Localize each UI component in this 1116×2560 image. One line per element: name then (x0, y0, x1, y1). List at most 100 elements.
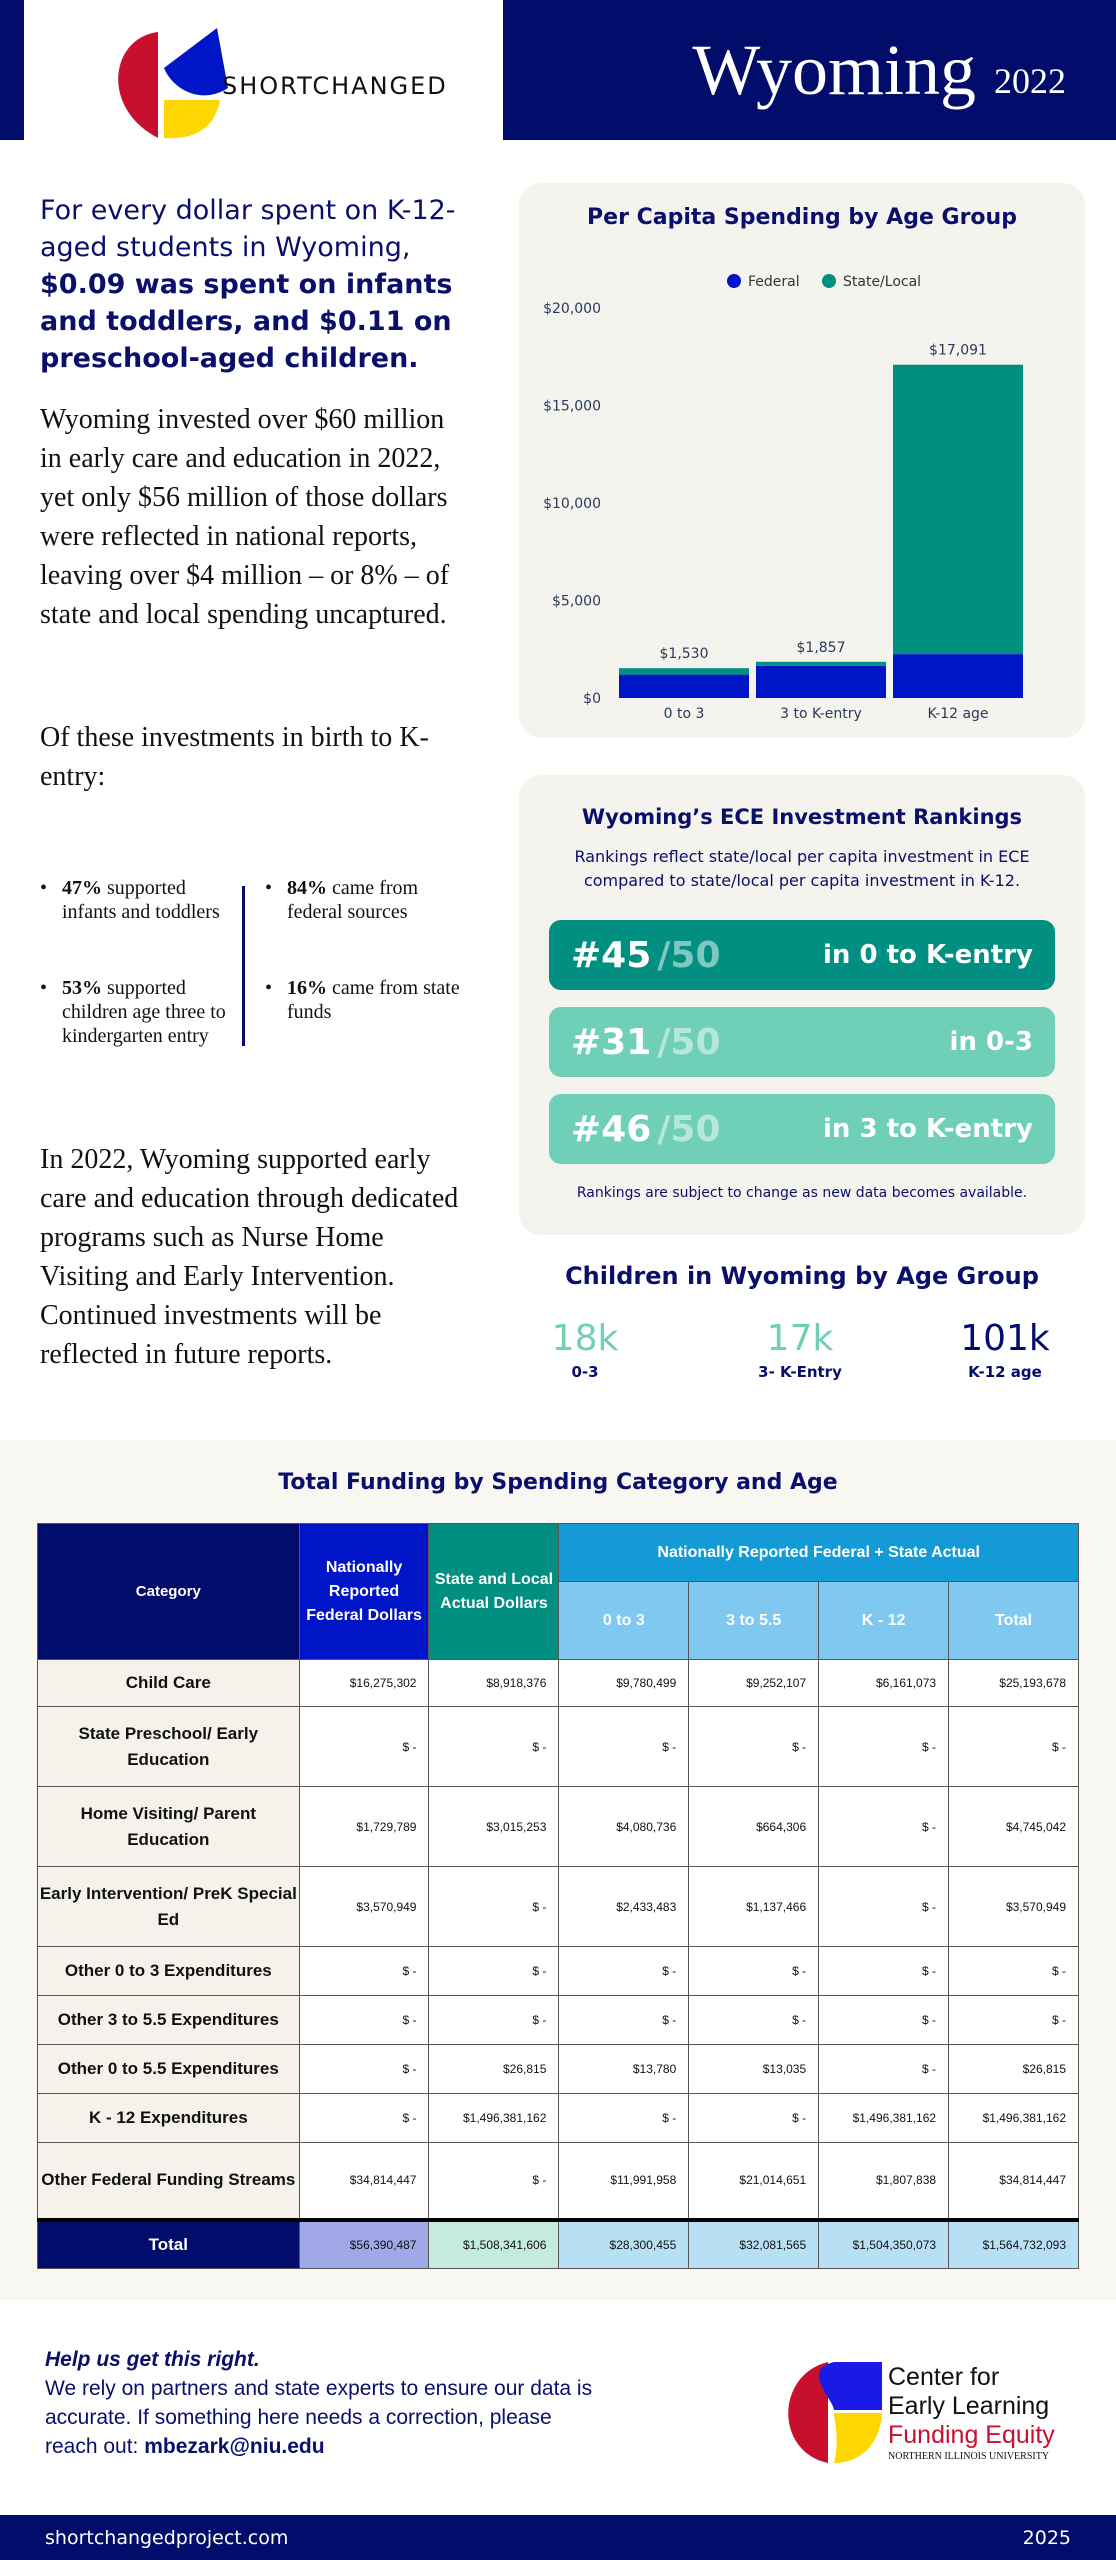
x-tick-label: K-12 age (927, 706, 988, 722)
row-category: Early Intervention/ PreK Special Ed (37, 1866, 300, 1947)
cell-value: $4,080,736 (558, 1786, 690, 1867)
cell-value: $3,015,253 (428, 1786, 560, 1867)
site-link[interactable]: shortchangedproject.com (45, 2526, 289, 2549)
cell-value: $ - (428, 1706, 560, 1787)
total-value: $1,564,732,093 (948, 2217, 1079, 2269)
per-capita-chart-card: Per Capita Spending by Age Group Federal… (519, 183, 1085, 738)
bar-state-local (893, 364, 1023, 655)
investments-intro: Of these investments in birth to K-entry… (40, 722, 429, 792)
cell-value: $ - (558, 1946, 690, 1996)
col-3-5: 3 to 5.5 (688, 1581, 820, 1660)
cell-value: $1,496,381,162 (818, 2093, 950, 2143)
per-capita-chart: Federal State/Local $0 $5,000 $10,000 $15,000… (543, 274, 1023, 722)
legend-marker (822, 274, 836, 288)
x-tick-label: 3 to K-entry (780, 706, 862, 722)
cell-value: $ - (818, 1946, 950, 1996)
cell-value: $9,780,499 (558, 1659, 690, 1707)
row-category: K - 12 Expenditures (37, 2093, 300, 2143)
table-row: K - 12 Expenditures $ - $1,496,381,162 $ - $… (37, 2093, 1079, 2143)
row-category: Child Care (37, 1659, 300, 1707)
y-tick-label: $5,000 (552, 594, 601, 610)
table-row: Other 0 to 5.5 Expenditures $ - $26,815 $13… (37, 2044, 1079, 2094)
col-total: Total (948, 1581, 1079, 1660)
cell-value: $ - (948, 1995, 1079, 2045)
cell-value: $ - (298, 1946, 430, 1996)
cell-value: $1,729,789 (298, 1786, 430, 1867)
row-category: Total (37, 2217, 300, 2269)
col-k12: K - 12 (818, 1581, 950, 1660)
legend-marker (727, 274, 741, 288)
cell-value: $1,496,381,162 (948, 2093, 1079, 2143)
headline-plain: For every dollar spent on K-12-aged stud… (40, 195, 456, 263)
y-tick-label: $0 (583, 691, 601, 707)
cell-value: $34,814,447 (948, 2142, 1079, 2220)
cell-value: $6,161,073 (818, 1659, 950, 1707)
total-value: $32,081,565 (688, 2217, 820, 2269)
total-value: $56,390,487 (298, 2217, 430, 2269)
rankings-title: Wyoming’s ECE Investment Rankings (581, 805, 1023, 829)
cell-value: $4,745,042 (948, 1786, 1079, 1867)
cell-value: $ - (428, 1946, 560, 1996)
total-value: $1,508,341,606 (428, 2217, 560, 2269)
cell-value: $ - (688, 1946, 820, 1996)
cell-value: $ - (688, 1706, 820, 1787)
cell-value: $2,433,483 (558, 1866, 690, 1947)
table-title: Total Funding by Spending Category and A… (278, 1470, 838, 1495)
row-category: State Preschool/ Early Education (37, 1706, 300, 1787)
cell-value: $ - (818, 1866, 950, 1947)
row-category: Other 0 to 5.5 Expenditures (37, 2044, 300, 2094)
investment-bullets: 47% supported infants and toddlers 53% s… (40, 870, 480, 1090)
children-group: 101k K-12 age (960, 1318, 1050, 1381)
total-row: Total $56,390,487 $1,508,341,606 $28,300,45… (37, 2217, 1079, 2269)
row-category: Home Visiting/ Parent Education (37, 1786, 300, 1867)
cell-value: $ - (558, 1706, 690, 1787)
cell-value: $3,570,949 (298, 1866, 430, 1947)
cell-value: $13,035 (688, 2044, 820, 2094)
bar-federal (619, 674, 749, 698)
headline: For every dollar spent on K-12-aged stud… (40, 192, 480, 377)
children-title: Children in Wyoming by Age Group (565, 1262, 1039, 1290)
bullet-item: 47% supported infants and toddlers (40, 876, 240, 924)
chart-title: Per Capita Spending by Age Group (587, 205, 1017, 230)
table-row: Other Federal Funding Streams $34,814,447… (37, 2142, 1079, 2220)
bullet-item: 84% came from federal sources (265, 876, 465, 924)
rank-0-to-k-entry: #45/50 in 0 to K-entry (549, 920, 1055, 990)
cell-value: $1,807,838 (818, 2142, 950, 2220)
help-section: Help us get this right. We rely on partn… (45, 2345, 605, 2461)
cell-value: $ - (558, 1995, 690, 2045)
cell-value: $3,570,949 (948, 1866, 1079, 1947)
help-title: Help us get this right. (45, 2348, 260, 2371)
cell-value: $ - (818, 1706, 950, 1787)
table-row: Other 0 to 3 Expenditures $ - $ - $ - $ - $ -… (37, 1946, 1079, 1996)
x-tick-label: 0 to 3 (664, 706, 705, 722)
rank-3-to-k-entry: #46/50 in 3 to K-entry (549, 1094, 1055, 1164)
legend-label: State/Local (843, 274, 921, 290)
footer: shortchangedproject.com 2025 (0, 2515, 1116, 2560)
cell-value: $1,137,466 (688, 1866, 820, 1947)
row-category: Other 0 to 3 Expenditures (37, 1946, 300, 1996)
bar-state-local (756, 661, 886, 666)
table-row: Other 3 to 5.5 Expenditures $ - $ - $ - $ - $… (37, 1995, 1079, 2045)
cell-value: $ - (818, 2044, 950, 2094)
contact-email-link[interactable]: mbezark@niu.edu (144, 2435, 325, 2458)
cell-value: $ - (428, 1866, 560, 1947)
total-value: $28,300,455 (558, 2217, 690, 2269)
rank-0-3: #31/50 in 0-3 (549, 1007, 1055, 1077)
divider (242, 886, 245, 1046)
bar-federal (893, 654, 1023, 698)
cell-value: $1,496,381,162 (428, 2093, 560, 2143)
cell-value: $ - (948, 1706, 1079, 1787)
total-value: $1,504,350,073 (818, 2217, 950, 2269)
funding-table: Category Nationally Reported Federal Dol… (37, 1523, 1079, 2269)
cell-value: $26,815 (948, 2044, 1079, 2094)
y-tick-label: $20,000 (543, 301, 601, 317)
cell-value: $ - (298, 1995, 430, 2045)
cell-value: $ - (428, 2142, 560, 2220)
cell-value: $ - (558, 2093, 690, 2143)
cell-value: $ - (298, 2093, 430, 2143)
funding-table-section: Total Funding by Spending Category and A… (0, 1440, 1116, 2300)
col-federal: Nationally Reported Federal Dollars (298, 1523, 430, 1660)
cell-value: $ - (818, 1995, 950, 2045)
bar-state-local (619, 668, 749, 675)
children-group: 18k 0-3 (551, 1318, 619, 1381)
